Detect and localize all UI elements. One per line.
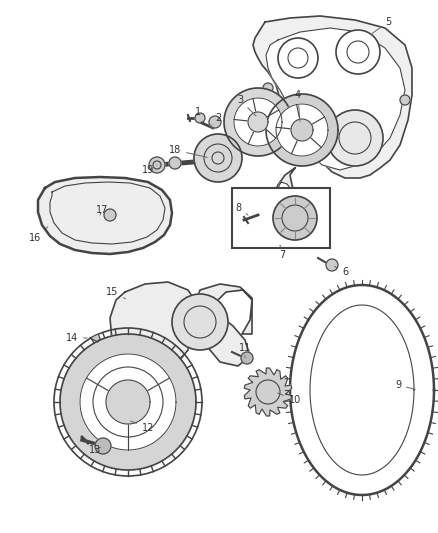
Text: 7: 7 xyxy=(279,245,285,260)
Circle shape xyxy=(303,99,321,117)
Text: 16: 16 xyxy=(29,227,48,243)
Polygon shape xyxy=(290,285,434,495)
Text: 19: 19 xyxy=(142,165,157,175)
Circle shape xyxy=(169,157,181,169)
Circle shape xyxy=(149,157,165,173)
Polygon shape xyxy=(38,177,172,254)
Polygon shape xyxy=(310,305,414,475)
Circle shape xyxy=(263,83,273,93)
Text: 10: 10 xyxy=(278,393,301,405)
Text: 9: 9 xyxy=(395,380,415,390)
Text: 3: 3 xyxy=(237,95,256,116)
Polygon shape xyxy=(90,334,100,342)
Text: 2: 2 xyxy=(212,113,221,125)
Polygon shape xyxy=(266,94,338,166)
Text: 15: 15 xyxy=(106,287,126,299)
Circle shape xyxy=(104,209,116,221)
Polygon shape xyxy=(106,380,150,424)
Polygon shape xyxy=(266,28,405,170)
Circle shape xyxy=(195,113,205,123)
Polygon shape xyxy=(224,88,292,156)
Circle shape xyxy=(400,95,410,105)
Text: 4: 4 xyxy=(295,90,301,121)
Polygon shape xyxy=(110,282,252,370)
Circle shape xyxy=(194,134,242,182)
Circle shape xyxy=(273,196,317,240)
Circle shape xyxy=(172,294,228,350)
Circle shape xyxy=(241,352,253,364)
Polygon shape xyxy=(248,112,268,132)
Text: 8: 8 xyxy=(235,203,248,215)
Circle shape xyxy=(336,30,380,74)
Text: 11: 11 xyxy=(239,343,251,358)
Circle shape xyxy=(278,38,318,78)
Polygon shape xyxy=(274,182,298,224)
Text: 13: 13 xyxy=(89,445,101,455)
Polygon shape xyxy=(60,334,196,470)
Polygon shape xyxy=(276,104,328,156)
Text: 14: 14 xyxy=(66,333,87,343)
Polygon shape xyxy=(270,168,300,230)
Text: 17: 17 xyxy=(96,205,108,215)
Text: 12: 12 xyxy=(131,421,154,433)
Circle shape xyxy=(209,116,221,128)
Circle shape xyxy=(327,110,383,166)
Text: 1: 1 xyxy=(195,107,201,117)
FancyBboxPatch shape xyxy=(232,188,330,248)
Text: 6: 6 xyxy=(335,266,348,277)
Text: 18: 18 xyxy=(169,145,207,157)
Polygon shape xyxy=(244,368,292,416)
Polygon shape xyxy=(80,354,176,450)
Circle shape xyxy=(95,438,111,454)
Polygon shape xyxy=(234,98,282,146)
Text: 5: 5 xyxy=(372,17,391,34)
Polygon shape xyxy=(253,16,412,178)
Circle shape xyxy=(326,259,338,271)
Polygon shape xyxy=(291,119,313,141)
